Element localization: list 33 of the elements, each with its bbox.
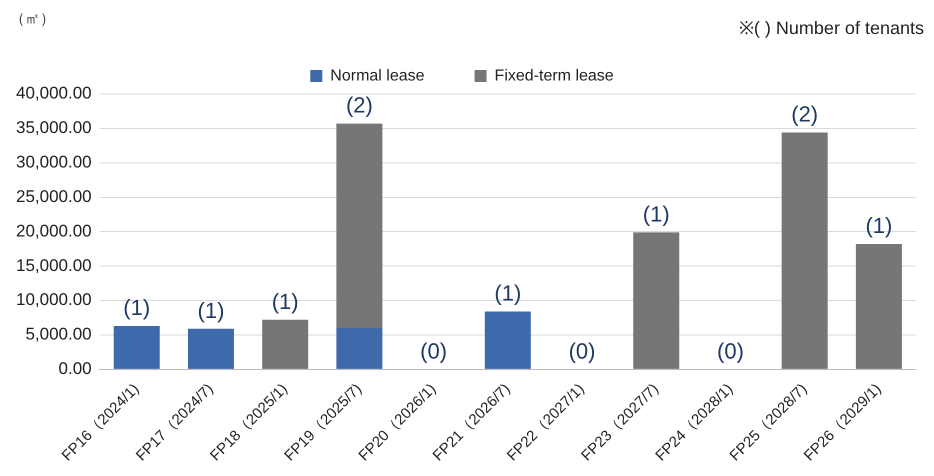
text: ※( ) Number of tenants <box>738 18 924 38</box>
y-tick-label: 35,000.00 <box>16 118 92 138</box>
y-tick-label: 20,000.00 <box>16 221 92 240</box>
legend-label: Normal lease <box>330 67 425 84</box>
bar <box>633 232 680 369</box>
annotation: (1) <box>272 288 299 314</box>
annotation: (1) <box>198 298 224 323</box>
y-tick-label: 25,000.00 <box>16 186 92 206</box>
y-tick-label: 0.00 <box>58 359 92 378</box>
y-tick-label: 30,000.00 <box>16 152 92 172</box>
annotation: (0) <box>717 338 744 364</box>
bar <box>856 244 902 369</box>
annotation: (1) <box>865 213 892 238</box>
annotation: (1) <box>494 280 522 306</box>
y-axis-title: （㎡） <box>10 10 55 28</box>
legend-label: Fixed-term lease <box>494 67 614 84</box>
y-tick-label: 10,000.00 <box>16 290 92 310</box>
annotation: (2) <box>346 92 373 118</box>
annotation: (2) <box>791 102 818 127</box>
bar <box>114 326 160 369</box>
annotation: (1) <box>642 201 670 226</box>
bar <box>262 320 308 369</box>
annotation: (0) <box>568 338 596 364</box>
annotation: (1) <box>123 295 150 320</box>
bar <box>484 312 531 369</box>
bar <box>782 132 828 369</box>
y-tick-label: 40,000.00 <box>16 84 92 103</box>
bar <box>336 328 382 369</box>
bar <box>336 124 382 328</box>
bar <box>188 328 234 369</box>
y-tick-label: 15,000.00 <box>16 256 92 275</box>
y-tick-label: 5,000.00 <box>25 324 92 344</box>
annotation: (0) <box>420 338 448 364</box>
